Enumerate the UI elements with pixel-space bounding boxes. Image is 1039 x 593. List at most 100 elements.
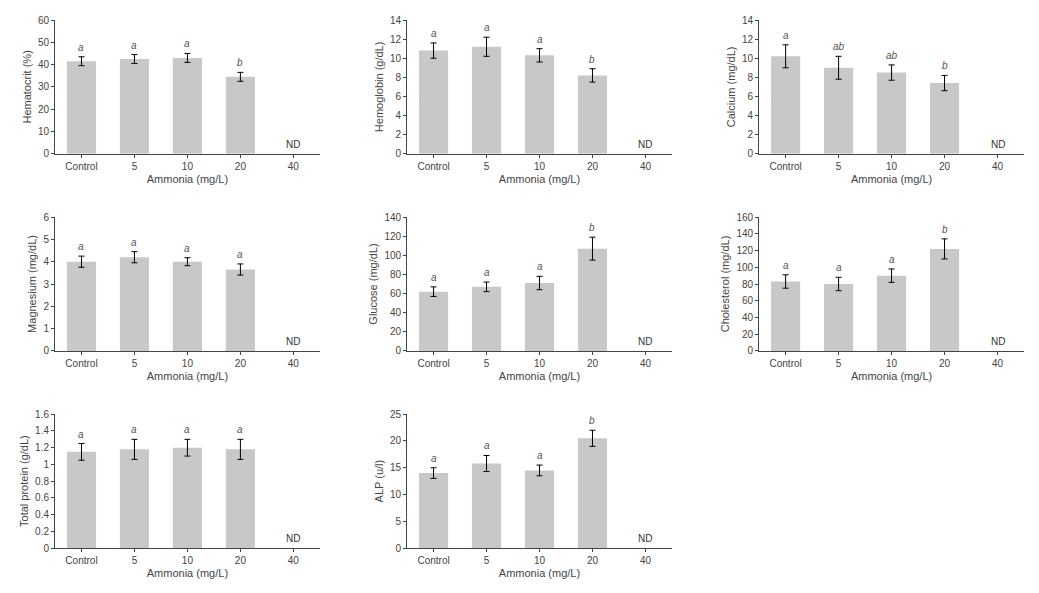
svg-text:a: a	[184, 243, 190, 254]
svg-text:20: 20	[390, 326, 402, 337]
svg-text:120: 120	[736, 245, 753, 256]
svg-text:10: 10	[534, 555, 546, 566]
svg-text:a: a	[537, 450, 543, 461]
svg-text:1: 1	[43, 459, 49, 470]
svg-text:Control: Control	[417, 555, 449, 566]
svg-text:Ammonia (mg/L): Ammonia (mg/L)	[851, 173, 932, 185]
svg-text:5: 5	[396, 516, 402, 527]
svg-text:6: 6	[748, 91, 754, 102]
svg-text:a: a	[78, 429, 84, 440]
svg-text:40: 40	[288, 161, 300, 172]
svg-text:20: 20	[939, 161, 951, 172]
svg-text:b: b	[942, 60, 948, 71]
svg-text:14: 14	[390, 15, 402, 26]
svg-text:100: 100	[384, 250, 401, 261]
svg-text:30: 30	[38, 81, 50, 92]
svg-text:10: 10	[534, 358, 546, 369]
svg-text:b: b	[589, 222, 595, 233]
svg-text:Ammonia (mg/L): Ammonia (mg/L)	[147, 567, 228, 579]
svg-text:ab: ab	[833, 41, 845, 52]
svg-text:a: a	[431, 28, 437, 39]
svg-text:a: a	[484, 22, 490, 33]
svg-text:3: 3	[43, 279, 49, 290]
svg-text:a: a	[783, 30, 789, 41]
svg-text:a: a	[184, 38, 190, 49]
svg-text:1.2: 1.2	[35, 442, 49, 453]
svg-text:5: 5	[132, 555, 138, 566]
svg-text:14: 14	[742, 15, 754, 26]
svg-text:10: 10	[390, 489, 402, 500]
svg-text:0.2: 0.2	[35, 526, 49, 537]
svg-text:5: 5	[484, 161, 490, 172]
svg-text:ND: ND	[991, 139, 1005, 150]
svg-text:ALP (u/l): ALP (u/l)	[373, 460, 385, 503]
svg-text:ND: ND	[991, 336, 1005, 347]
svg-text:a: a	[836, 262, 842, 273]
svg-text:40: 40	[742, 312, 754, 323]
svg-text:Cholesterol (mg/dL): Cholesterol (mg/dL)	[719, 236, 731, 333]
svg-text:Ammonia (mg/L): Ammonia (mg/L)	[499, 567, 580, 579]
svg-text:40: 40	[288, 358, 300, 369]
svg-text:0: 0	[43, 345, 49, 356]
svg-text:8: 8	[748, 72, 754, 83]
svg-text:10: 10	[38, 126, 50, 137]
svg-text:4: 4	[748, 110, 754, 121]
svg-text:10: 10	[534, 161, 546, 172]
svg-text:a: a	[237, 249, 243, 260]
svg-text:Control: Control	[770, 161, 802, 172]
svg-text:5: 5	[484, 555, 490, 566]
svg-text:1.6: 1.6	[35, 409, 49, 420]
svg-text:100: 100	[736, 262, 753, 273]
svg-text:40: 40	[992, 161, 1004, 172]
svg-text:140: 140	[384, 212, 401, 223]
svg-text:10: 10	[886, 358, 898, 369]
svg-text:Hemoglobin (g/dL): Hemoglobin (g/dL)	[373, 42, 385, 133]
svg-text:5: 5	[43, 234, 49, 245]
svg-text:10: 10	[390, 53, 402, 64]
svg-text:a: a	[131, 424, 137, 435]
svg-text:Ammonia (mg/L): Ammonia (mg/L)	[499, 370, 580, 382]
svg-text:10: 10	[182, 358, 194, 369]
svg-text:a: a	[537, 261, 543, 272]
svg-text:Calcium (mg/dL): Calcium (mg/dL)	[725, 47, 737, 128]
svg-text:ND: ND	[638, 139, 652, 150]
svg-text:15: 15	[390, 462, 402, 473]
svg-text:0: 0	[396, 148, 402, 159]
svg-text:10: 10	[182, 555, 194, 566]
svg-text:5: 5	[836, 161, 842, 172]
svg-text:4: 4	[396, 110, 402, 121]
svg-text:40: 40	[640, 358, 652, 369]
svg-text:120: 120	[384, 231, 401, 242]
svg-text:50: 50	[38, 37, 50, 48]
svg-text:60: 60	[390, 288, 402, 299]
svg-text:Control: Control	[65, 161, 97, 172]
svg-text:b: b	[589, 54, 595, 65]
svg-text:40: 40	[38, 59, 50, 70]
svg-text:Control: Control	[417, 358, 449, 369]
svg-text:Glucose (mg/dL): Glucose (mg/dL)	[367, 243, 379, 324]
svg-text:0.6: 0.6	[35, 492, 49, 503]
svg-text:ND: ND	[638, 336, 652, 347]
svg-text:5: 5	[132, 358, 138, 369]
svg-text:Control: Control	[770, 358, 802, 369]
svg-text:10: 10	[742, 53, 754, 64]
svg-text:2: 2	[396, 129, 402, 140]
svg-text:Ammonia (mg/L): Ammonia (mg/L)	[147, 370, 228, 382]
svg-text:1.4: 1.4	[35, 425, 49, 436]
svg-text:Ammonia (mg/L): Ammonia (mg/L)	[147, 173, 228, 185]
svg-text:80: 80	[390, 269, 402, 280]
svg-text:0: 0	[748, 345, 754, 356]
svg-text:12: 12	[742, 34, 754, 45]
svg-text:b: b	[237, 57, 243, 68]
svg-text:b: b	[589, 415, 595, 426]
svg-text:40: 40	[992, 358, 1004, 369]
svg-text:40: 40	[390, 307, 402, 318]
svg-text:160: 160	[736, 212, 753, 223]
svg-text:2: 2	[748, 129, 754, 140]
svg-text:a: a	[537, 34, 543, 45]
svg-text:10: 10	[886, 161, 898, 172]
svg-text:b: b	[942, 224, 948, 235]
svg-text:a: a	[889, 254, 895, 265]
svg-text:25: 25	[390, 409, 402, 420]
svg-text:Control: Control	[65, 555, 97, 566]
